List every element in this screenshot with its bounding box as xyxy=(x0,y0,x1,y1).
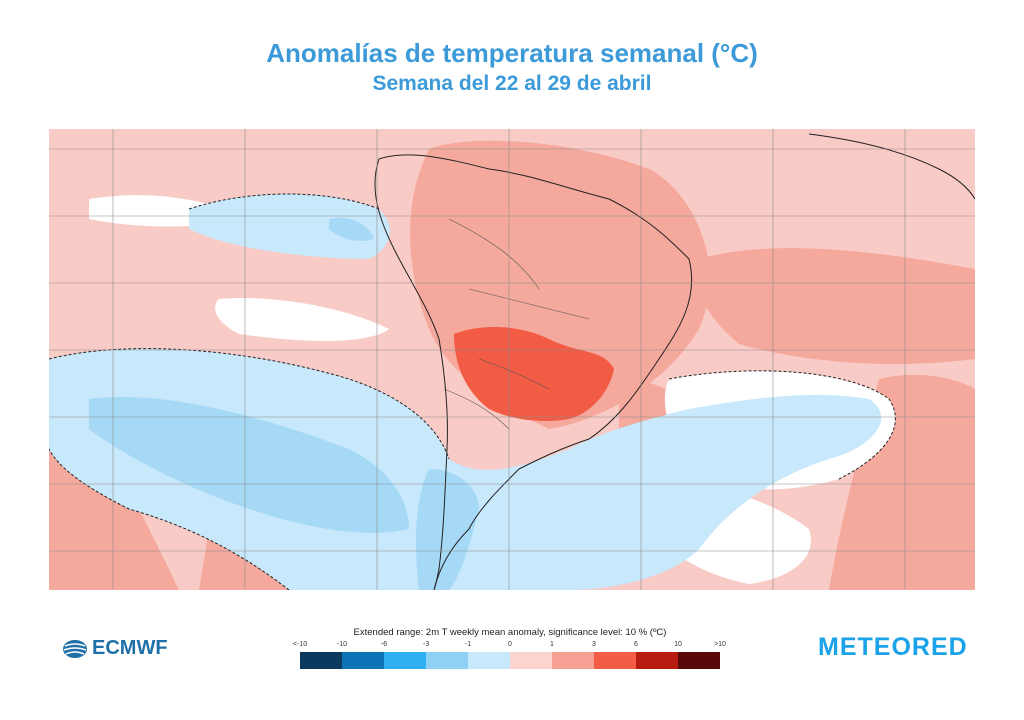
anomaly-3-6-core xyxy=(454,327,614,421)
legend-tick-label: 10 xyxy=(674,641,682,648)
anomaly-negative-moderate xyxy=(89,217,479,590)
ecmwf-text: ECMWF xyxy=(92,637,168,659)
legend-tick-label: >10 xyxy=(714,641,726,648)
legend-swatch xyxy=(342,652,384,669)
legend-swatch xyxy=(552,652,594,669)
legend-tick-label: -1 xyxy=(464,641,472,648)
legend-tick-label: <-10 xyxy=(292,641,308,648)
legend-tick-label: -10 xyxy=(336,641,348,648)
legend-swatch xyxy=(636,652,678,669)
legend-swatch xyxy=(468,652,510,669)
legend-tick-label: -6 xyxy=(380,641,388,648)
country-borders xyxy=(443,218,590,430)
legend-ticks: <-10 -10 -6 -3 -1 0 1 3 6 10 >10 xyxy=(293,641,726,651)
grid-lines xyxy=(49,129,975,590)
meteored-logo: METEORED xyxy=(818,633,968,661)
coastlines xyxy=(374,133,975,590)
map-title: Anomalías de temperatura semanal (°C) xyxy=(266,38,758,68)
legend-color-bar xyxy=(300,652,720,669)
legend-tick-label: 3 xyxy=(592,641,596,648)
anomaly-map xyxy=(49,129,975,590)
significance-contours xyxy=(49,193,896,590)
legend-tick-label: 1 xyxy=(550,641,554,648)
legend-tick-label: -3 xyxy=(422,641,430,648)
legend-swatch xyxy=(300,652,342,669)
ecmwf-logo: ECMWF xyxy=(62,637,168,660)
legend-tick-label: 0 xyxy=(508,641,512,648)
ecmwf-emblem-icon xyxy=(63,639,87,658)
legend-swatch xyxy=(678,652,720,669)
legend-tick-label: 6 xyxy=(634,641,638,648)
legend-caption: Extended range: 2m T weekly mean anomaly… xyxy=(353,627,667,638)
anomaly-negative-weak xyxy=(49,194,882,590)
legend-swatch xyxy=(510,652,552,669)
legend-swatch xyxy=(426,652,468,669)
legend-swatch xyxy=(594,652,636,669)
legend-swatch xyxy=(384,652,426,669)
map-subtitle: Semana del 22 al 29 de abril xyxy=(372,72,652,95)
